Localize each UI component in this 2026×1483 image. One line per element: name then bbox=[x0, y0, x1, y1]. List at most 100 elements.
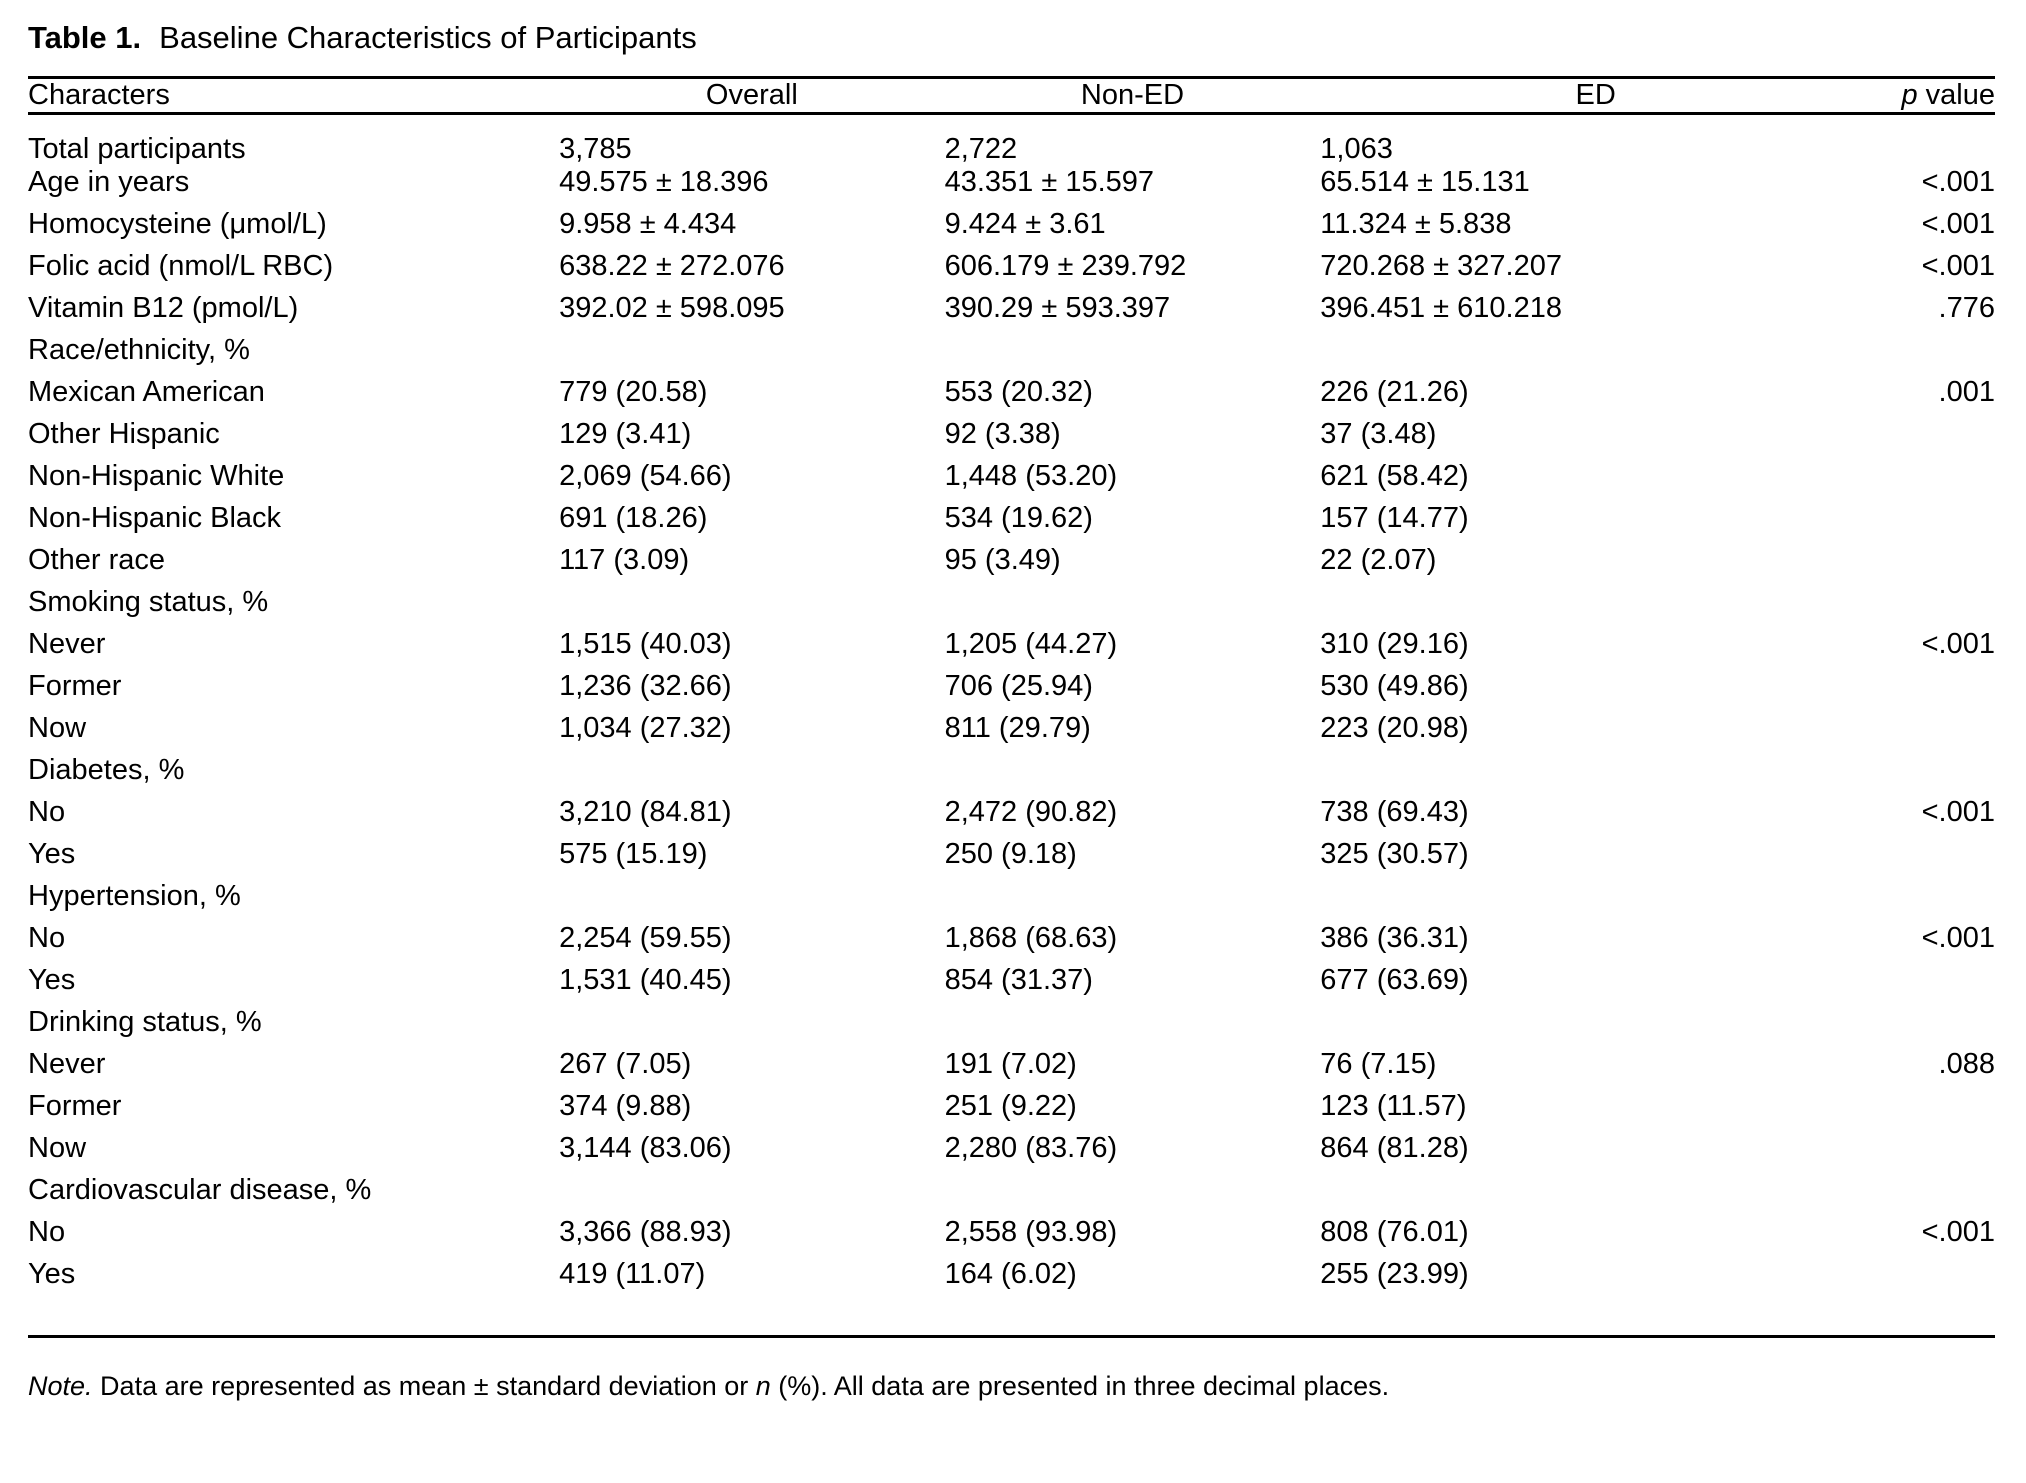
p-value bbox=[1871, 712, 1995, 754]
col-header-p-value: p value bbox=[1871, 77, 1995, 115]
non-ed-value: 1,868 (68.63) bbox=[944, 922, 1118, 954]
overall-value: 1,531 (40.45) bbox=[559, 964, 732, 996]
non-ed-value bbox=[945, 754, 1321, 796]
non-ed-value: 1,205 (44.27) bbox=[944, 628, 1118, 660]
ed-value: 11.324 ± 5.838 bbox=[1320, 208, 1512, 240]
ed-value: 123 (11.57) bbox=[1320, 1090, 1467, 1122]
row-label: Race/ethnicity, % bbox=[28, 334, 250, 366]
non-ed-value bbox=[945, 334, 1321, 376]
overall-value: 419 (11.07) bbox=[559, 1258, 706, 1290]
overall-value: 374 (9.88) bbox=[559, 1090, 692, 1122]
table-row: Former 1,236 (32.66) 706 (25.94) 530 (49.86… bbox=[28, 670, 1995, 712]
table-row: Total participants 3,785 2,722 1,063 bbox=[28, 114, 1995, 167]
row-label: Hypertension, % bbox=[28, 880, 241, 912]
p-value: .776 bbox=[1938, 292, 1995, 324]
table-row: Non-Hispanic White 2,069 (54.66) 1,448 (53… bbox=[28, 460, 1995, 502]
ed-value: 226 (21.26) bbox=[1320, 376, 1469, 408]
overall-value: 129 (3.41) bbox=[559, 418, 692, 450]
p-value bbox=[1871, 334, 1995, 376]
non-ed-value: 250 (9.18) bbox=[944, 838, 1077, 870]
p-value bbox=[1871, 1132, 1995, 1174]
p-value bbox=[1871, 1006, 1995, 1048]
section-row: Cardiovascular disease, % bbox=[28, 1174, 1995, 1216]
overall-value bbox=[559, 1006, 945, 1048]
non-ed-value: 2,722 bbox=[944, 133, 1018, 165]
non-ed-value bbox=[945, 586, 1321, 628]
table-row: Age in years 49.575 ± 18.396 43.351 ± 15.5… bbox=[28, 166, 1995, 208]
non-ed-value: 553 (20.32) bbox=[944, 376, 1093, 408]
non-ed-value bbox=[945, 1006, 1321, 1048]
header-row: Characters Overall Non-ED ED p value bbox=[28, 77, 1995, 115]
table-caption: Table 1. Baseline Characteristics of Part… bbox=[28, 16, 1995, 60]
overall-value: 2,069 (54.66) bbox=[559, 460, 732, 492]
overall-value: 1,034 (27.32) bbox=[559, 712, 732, 744]
p-value: <.001 bbox=[1921, 250, 1995, 282]
ed-value: 22 (2.07) bbox=[1320, 544, 1437, 576]
p-value bbox=[1871, 964, 1995, 1006]
overall-value bbox=[559, 880, 945, 922]
section-row: Diabetes, % bbox=[28, 754, 1995, 796]
non-ed-value bbox=[945, 1174, 1321, 1216]
row-label: No bbox=[28, 796, 66, 828]
table-row: Mexican American 779 (20.58) 553 (20.32) 22… bbox=[28, 376, 1995, 418]
ed-value: 396.451 ± 610.218 bbox=[1320, 292, 1562, 324]
overall-value: 575 (15.19) bbox=[559, 838, 708, 870]
p-value bbox=[1871, 1258, 1995, 1337]
ed-value bbox=[1320, 880, 1871, 922]
p-value bbox=[1871, 838, 1995, 880]
p-value bbox=[1871, 460, 1995, 502]
p-value bbox=[1871, 418, 1995, 460]
note-body-1: Data are represented as mean ± standard … bbox=[92, 1371, 756, 1401]
ed-value: 157 (14.77) bbox=[1320, 502, 1469, 534]
row-label: Former bbox=[28, 670, 122, 702]
p-value: <.001 bbox=[1921, 628, 1995, 660]
overall-value: 691 (18.26) bbox=[559, 502, 708, 534]
ed-value: 223 (20.98) bbox=[1320, 712, 1469, 744]
p-value: <.001 bbox=[1921, 796, 1995, 828]
ed-value: 621 (58.42) bbox=[1320, 460, 1469, 492]
row-label: Non-Hispanic White bbox=[28, 460, 285, 492]
row-label: Yes bbox=[28, 964, 76, 996]
p-value bbox=[1871, 586, 1995, 628]
overall-value bbox=[559, 334, 945, 376]
row-label: Yes bbox=[28, 1258, 76, 1290]
non-ed-value: 164 (6.02) bbox=[944, 1258, 1077, 1290]
overall-value: 1,236 (32.66) bbox=[559, 670, 732, 702]
overall-value: 392.02 ± 598.095 bbox=[559, 292, 785, 324]
row-label: Folic acid (nmol/L RBC) bbox=[28, 250, 334, 282]
row-label: Never bbox=[28, 1048, 106, 1080]
row-label: Never bbox=[28, 628, 106, 660]
row-label: Smoking status, % bbox=[28, 586, 269, 618]
table-row: No 2,254 (59.55) 1,868 (68.63) 386 (36.31) <… bbox=[28, 922, 1995, 964]
baseline-characteristics-table: Characters Overall Non-ED ED p value Tot… bbox=[28, 76, 1995, 1338]
ed-value: 386 (36.31) bbox=[1320, 922, 1469, 954]
note-body-2: (%). All data are presented in three dec… bbox=[770, 1371, 1390, 1401]
non-ed-value: 2,280 (83.76) bbox=[944, 1132, 1118, 1164]
overall-value bbox=[559, 754, 945, 796]
table-row: Other race 117 (3.09) 95 (3.49) 22 (2.07) bbox=[28, 544, 1995, 586]
non-ed-value: 95 (3.49) bbox=[944, 544, 1061, 576]
ed-value: 325 (30.57) bbox=[1320, 838, 1469, 870]
overall-value: 779 (20.58) bbox=[559, 376, 708, 408]
table-row: Folic acid (nmol/L RBC) 638.22 ± 272.076 6… bbox=[28, 250, 1995, 292]
row-label: Cardiovascular disease, % bbox=[28, 1174, 372, 1206]
ed-value: 1,063 bbox=[1320, 133, 1393, 165]
ed-value bbox=[1320, 754, 1871, 796]
overall-value: 1,515 (40.03) bbox=[559, 628, 732, 660]
p-value bbox=[1871, 114, 1995, 167]
table-row: Former 374 (9.88) 251 (9.22) 123 (11.57) bbox=[28, 1090, 1995, 1132]
non-ed-value: 92 (3.38) bbox=[944, 418, 1061, 450]
row-label: No bbox=[28, 922, 66, 954]
row-label: Total participants bbox=[28, 133, 246, 165]
ed-value bbox=[1320, 586, 1871, 628]
ed-value: 530 (49.86) bbox=[1320, 670, 1469, 702]
row-label: Other race bbox=[28, 544, 165, 576]
ed-value bbox=[1320, 1174, 1871, 1216]
col-header-overall: Overall bbox=[559, 77, 945, 115]
non-ed-value: 191 (7.02) bbox=[944, 1048, 1077, 1080]
non-ed-value: 606.179 ± 239.792 bbox=[944, 250, 1187, 282]
overall-value bbox=[559, 1174, 945, 1216]
table-row: Yes 419 (11.07) 164 (6.02) 255 (23.99) bbox=[28, 1258, 1995, 1337]
overall-value: 638.22 ± 272.076 bbox=[559, 250, 785, 282]
table-row: Now 3,144 (83.06) 2,280 (83.76) 864 (81.28) bbox=[28, 1132, 1995, 1174]
